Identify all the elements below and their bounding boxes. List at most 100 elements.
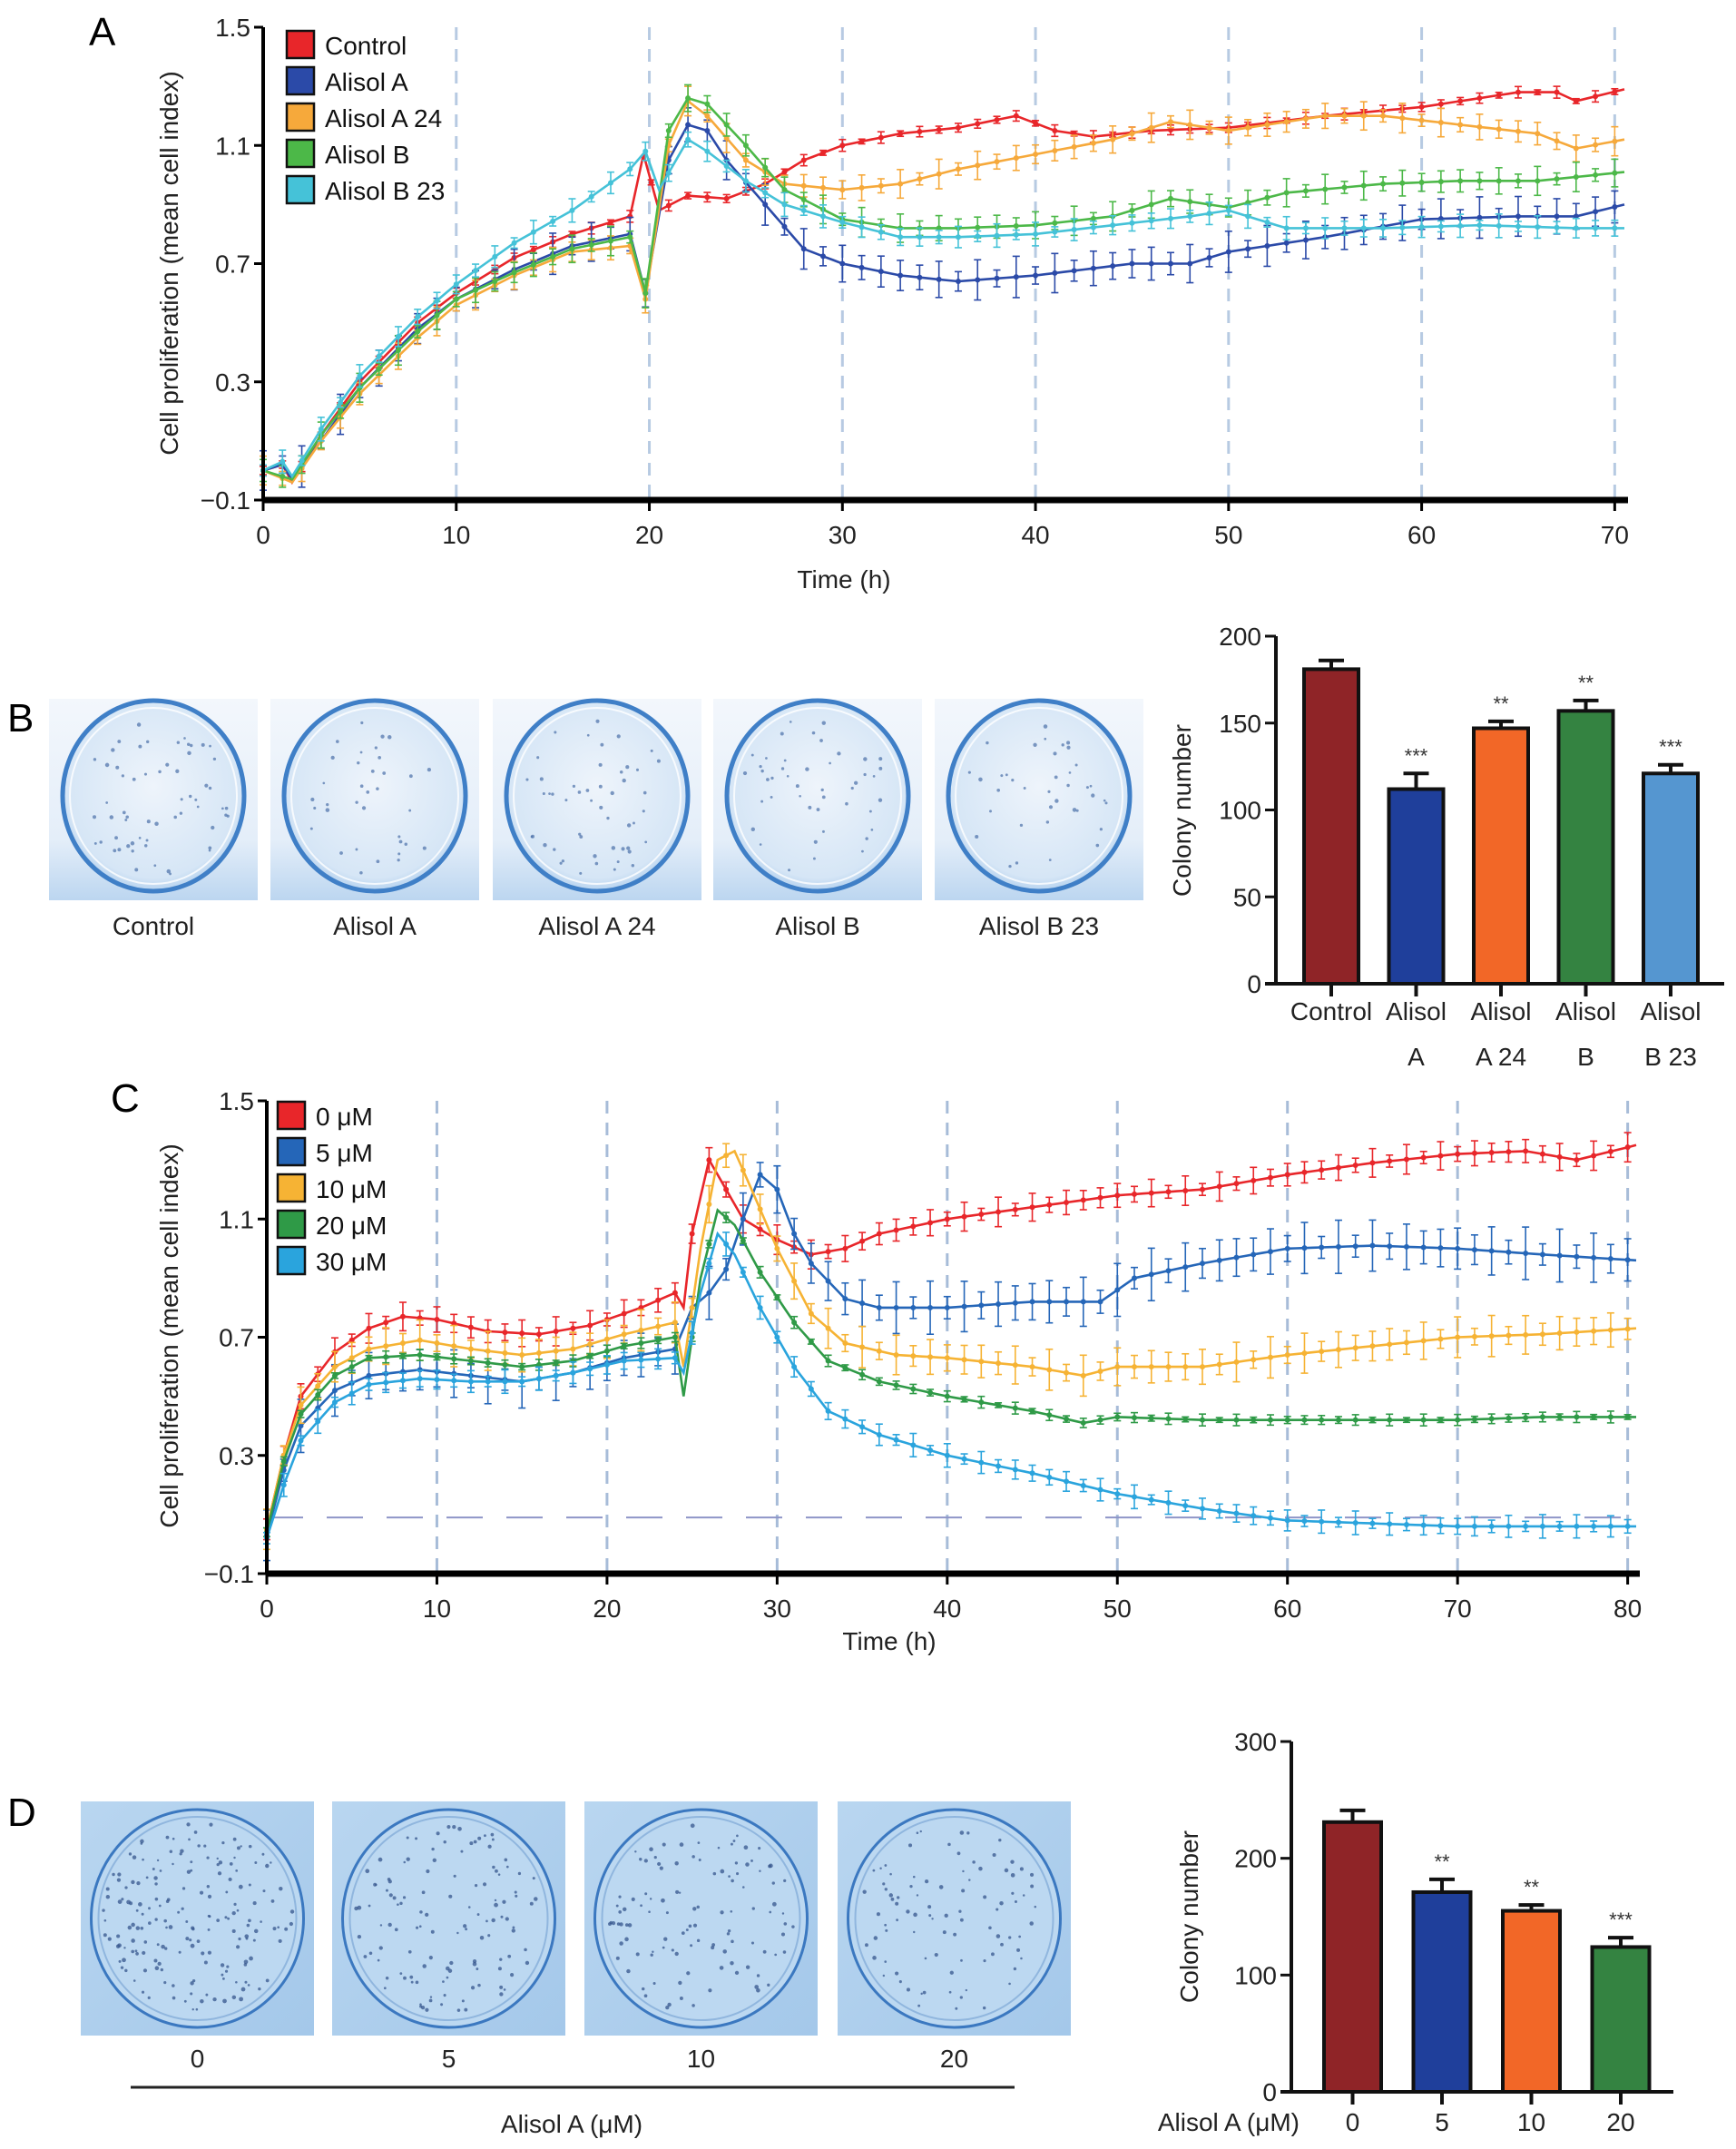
colony-dot <box>134 1949 138 1953</box>
colony-dot <box>190 1869 193 1872</box>
petri-dish-rim <box>513 707 682 885</box>
colony-dot <box>117 848 122 852</box>
colony-dot <box>928 1914 932 1918</box>
colony-dot <box>551 792 554 796</box>
colony-dot <box>191 2007 194 2011</box>
colony-dot <box>124 1968 128 1973</box>
significance-marker: ** <box>1524 1876 1540 1899</box>
colony-dot <box>479 1935 485 1940</box>
colony-dot <box>505 1865 509 1869</box>
colony-dot <box>593 854 597 859</box>
colony-dot <box>387 735 392 740</box>
bar-20 <box>1590 1945 1652 2095</box>
colony-dot <box>500 1915 504 1918</box>
colony-dot <box>253 1928 259 1934</box>
colony-dot <box>692 1907 697 1911</box>
colony-dot <box>220 1963 225 1967</box>
colony-dot <box>1085 786 1089 790</box>
colony-dot <box>185 1937 190 1941</box>
colony-dot <box>912 1875 916 1879</box>
petri-dish-rim <box>854 1816 1054 2021</box>
y-tick-label: 100 <box>1234 1961 1277 1989</box>
legend-swatch <box>276 1173 307 1203</box>
colony-dot <box>370 769 375 773</box>
colony-dot <box>959 1918 964 1922</box>
colony-dot <box>1044 737 1047 741</box>
x-tick-label: 60 <box>1273 1595 1301 1623</box>
colony-dot <box>117 1899 123 1905</box>
dish-image-20 <box>838 1801 1071 2036</box>
panel-label-b: B <box>7 696 34 741</box>
colony-dot <box>111 748 115 752</box>
colony-dot <box>783 1879 787 1883</box>
colony-dot <box>457 1826 462 1831</box>
colony-dot <box>378 1857 383 1862</box>
colony-dot <box>216 1862 220 1867</box>
significance-marker: *** <box>1659 736 1682 759</box>
colony-dot <box>207 1894 212 1899</box>
colony-dot <box>813 839 818 844</box>
petri-dish <box>504 698 691 894</box>
colony-dot <box>265 1863 270 1869</box>
colony-dot <box>736 1834 739 1838</box>
colony-dot <box>1068 771 1072 774</box>
y-tick-label: 0.7 <box>215 250 250 279</box>
colony-dot <box>1014 1899 1017 1904</box>
colony-dot <box>1104 801 1108 805</box>
colony-dot <box>532 1877 535 1880</box>
colony-dot <box>278 1938 282 1943</box>
bar-control <box>1302 667 1360 986</box>
colony-dot <box>270 1899 275 1903</box>
colony-dot <box>189 1938 192 1942</box>
colony-dot <box>530 835 534 839</box>
colony-dot <box>600 742 604 747</box>
colony-dot <box>197 1844 201 1848</box>
colony-dot <box>172 1837 175 1840</box>
colony-dot <box>397 859 400 862</box>
colony-dot <box>103 1918 107 1922</box>
colony-dot <box>625 765 630 770</box>
colony-dot <box>376 787 379 790</box>
colony-dot <box>781 1912 785 1915</box>
colony-dot <box>1066 783 1070 788</box>
colony-dot <box>616 1922 621 1926</box>
y-tick-label: 0.3 <box>219 1442 254 1470</box>
legend-label: 10 μM <box>316 1175 387 1203</box>
colony-dot <box>183 1999 187 2003</box>
colony-dot <box>406 1857 410 1861</box>
colony-dot <box>116 1878 122 1882</box>
colony-dot <box>499 1992 504 1997</box>
colony-dot <box>385 1976 389 1980</box>
colony-dot <box>960 1958 963 1962</box>
petri-dish <box>281 698 468 894</box>
colony-dot <box>618 1895 622 1899</box>
series-20-m <box>263 1208 1636 1538</box>
colony-dot <box>722 1949 727 1954</box>
colony-dot <box>1005 773 1008 777</box>
colony-dot <box>659 1866 663 1870</box>
colony-dot <box>461 1999 465 2003</box>
series-alisol-a <box>260 107 1625 491</box>
colony-dot <box>1000 774 1004 778</box>
colony-dot <box>359 751 363 754</box>
colony-dot <box>890 1897 895 1901</box>
colony-dot <box>179 811 183 815</box>
petri-dish-rim <box>733 707 902 885</box>
colony-dot <box>499 1958 503 1961</box>
colony-dot <box>736 1872 740 1876</box>
panel-a-gridlines <box>455 27 1616 500</box>
colony-dot <box>959 1996 963 1999</box>
colony-dot <box>191 1927 195 1931</box>
petri-dish <box>60 698 247 894</box>
colony-dot <box>1054 799 1059 803</box>
colony-dot <box>179 1852 182 1856</box>
dish-label: Alisol B 23 <box>979 912 1099 940</box>
colony-dot <box>142 1858 144 1861</box>
colony-dot <box>916 1894 919 1897</box>
colony-dot <box>627 1923 633 1928</box>
x-tick-label: 30 <box>763 1595 791 1623</box>
colony-dot <box>675 1889 680 1894</box>
colony-dot <box>989 810 992 813</box>
colony-dot <box>897 1896 900 1899</box>
colony-dot <box>254 1861 258 1864</box>
